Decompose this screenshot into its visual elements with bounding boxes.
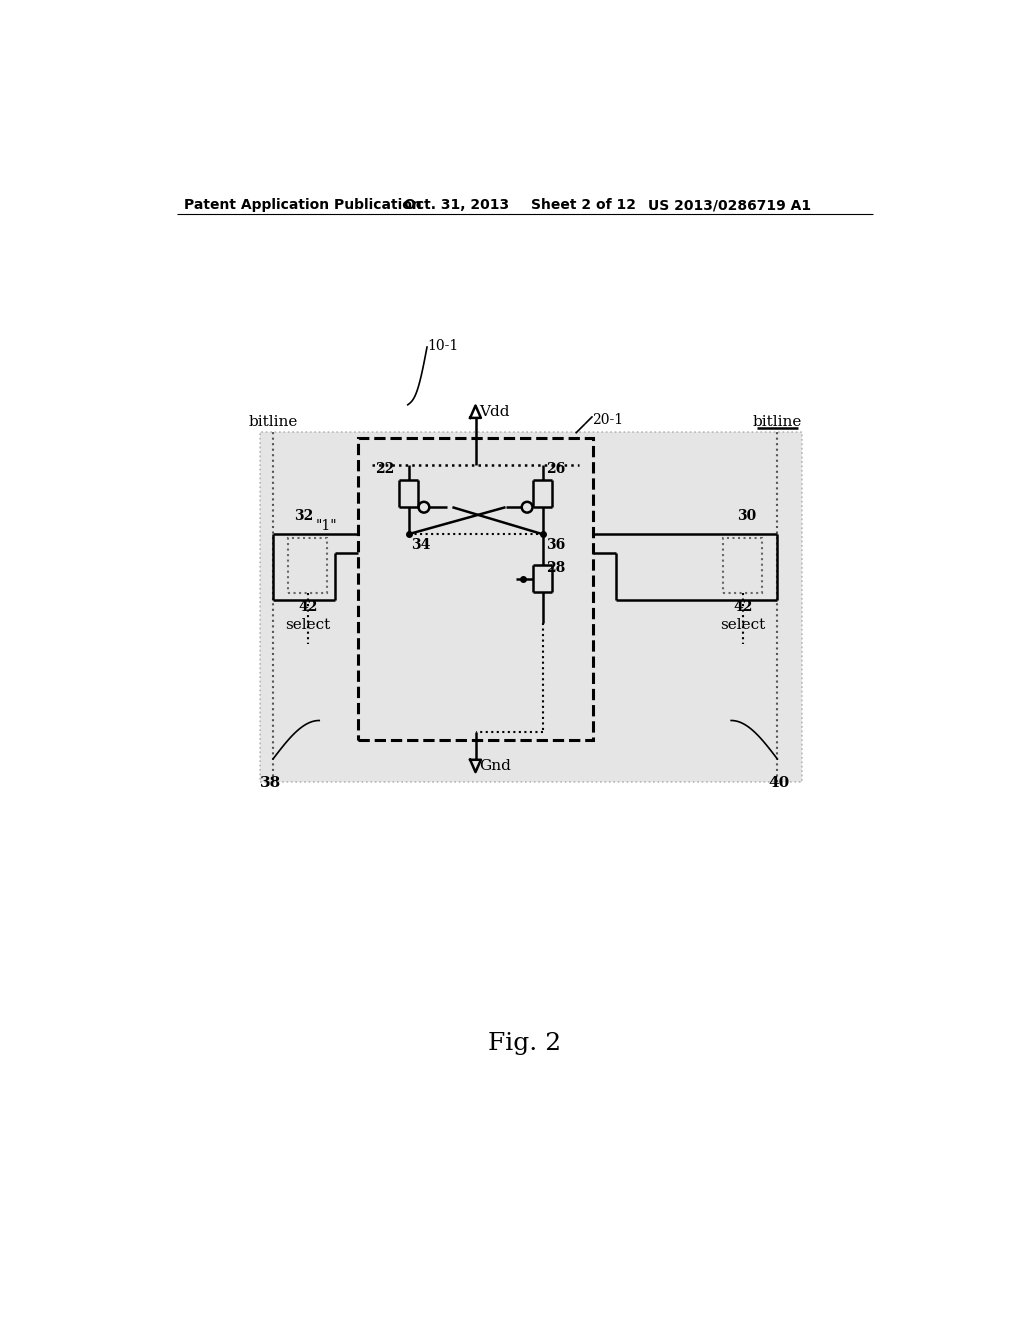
Text: 36: 36: [546, 539, 565, 552]
Text: 10-1: 10-1: [427, 339, 459, 354]
Text: Fig. 2: Fig. 2: [488, 1032, 561, 1056]
Text: 22: 22: [376, 462, 394, 477]
Text: 26: 26: [547, 462, 565, 477]
Text: bitline: bitline: [249, 416, 298, 429]
Text: "1": "1": [315, 519, 337, 533]
Text: Vdd: Vdd: [479, 405, 510, 418]
Text: 20-1: 20-1: [593, 412, 624, 426]
Text: 32: 32: [294, 508, 313, 523]
Text: 38: 38: [260, 776, 282, 789]
Text: 42: 42: [733, 599, 753, 614]
Bar: [358, 438, 593, 739]
Text: select: select: [285, 618, 331, 632]
Text: bitline: bitline: [753, 416, 802, 429]
Text: 40: 40: [768, 776, 790, 789]
Text: 42: 42: [298, 599, 317, 614]
Bar: [260, 432, 802, 781]
Text: Gnd: Gnd: [479, 759, 511, 774]
Text: Sheet 2 of 12: Sheet 2 of 12: [531, 198, 636, 213]
Text: US 2013/0286719 A1: US 2013/0286719 A1: [648, 198, 811, 213]
Text: Patent Application Publication: Patent Application Publication: [184, 198, 422, 213]
Text: 28: 28: [547, 561, 565, 576]
Bar: [289, 539, 327, 594]
Bar: [724, 539, 762, 594]
Text: Oct. 31, 2013: Oct. 31, 2013: [403, 198, 509, 213]
Text: select: select: [720, 618, 765, 632]
Text: 30: 30: [737, 508, 756, 523]
Text: 34: 34: [411, 539, 430, 552]
